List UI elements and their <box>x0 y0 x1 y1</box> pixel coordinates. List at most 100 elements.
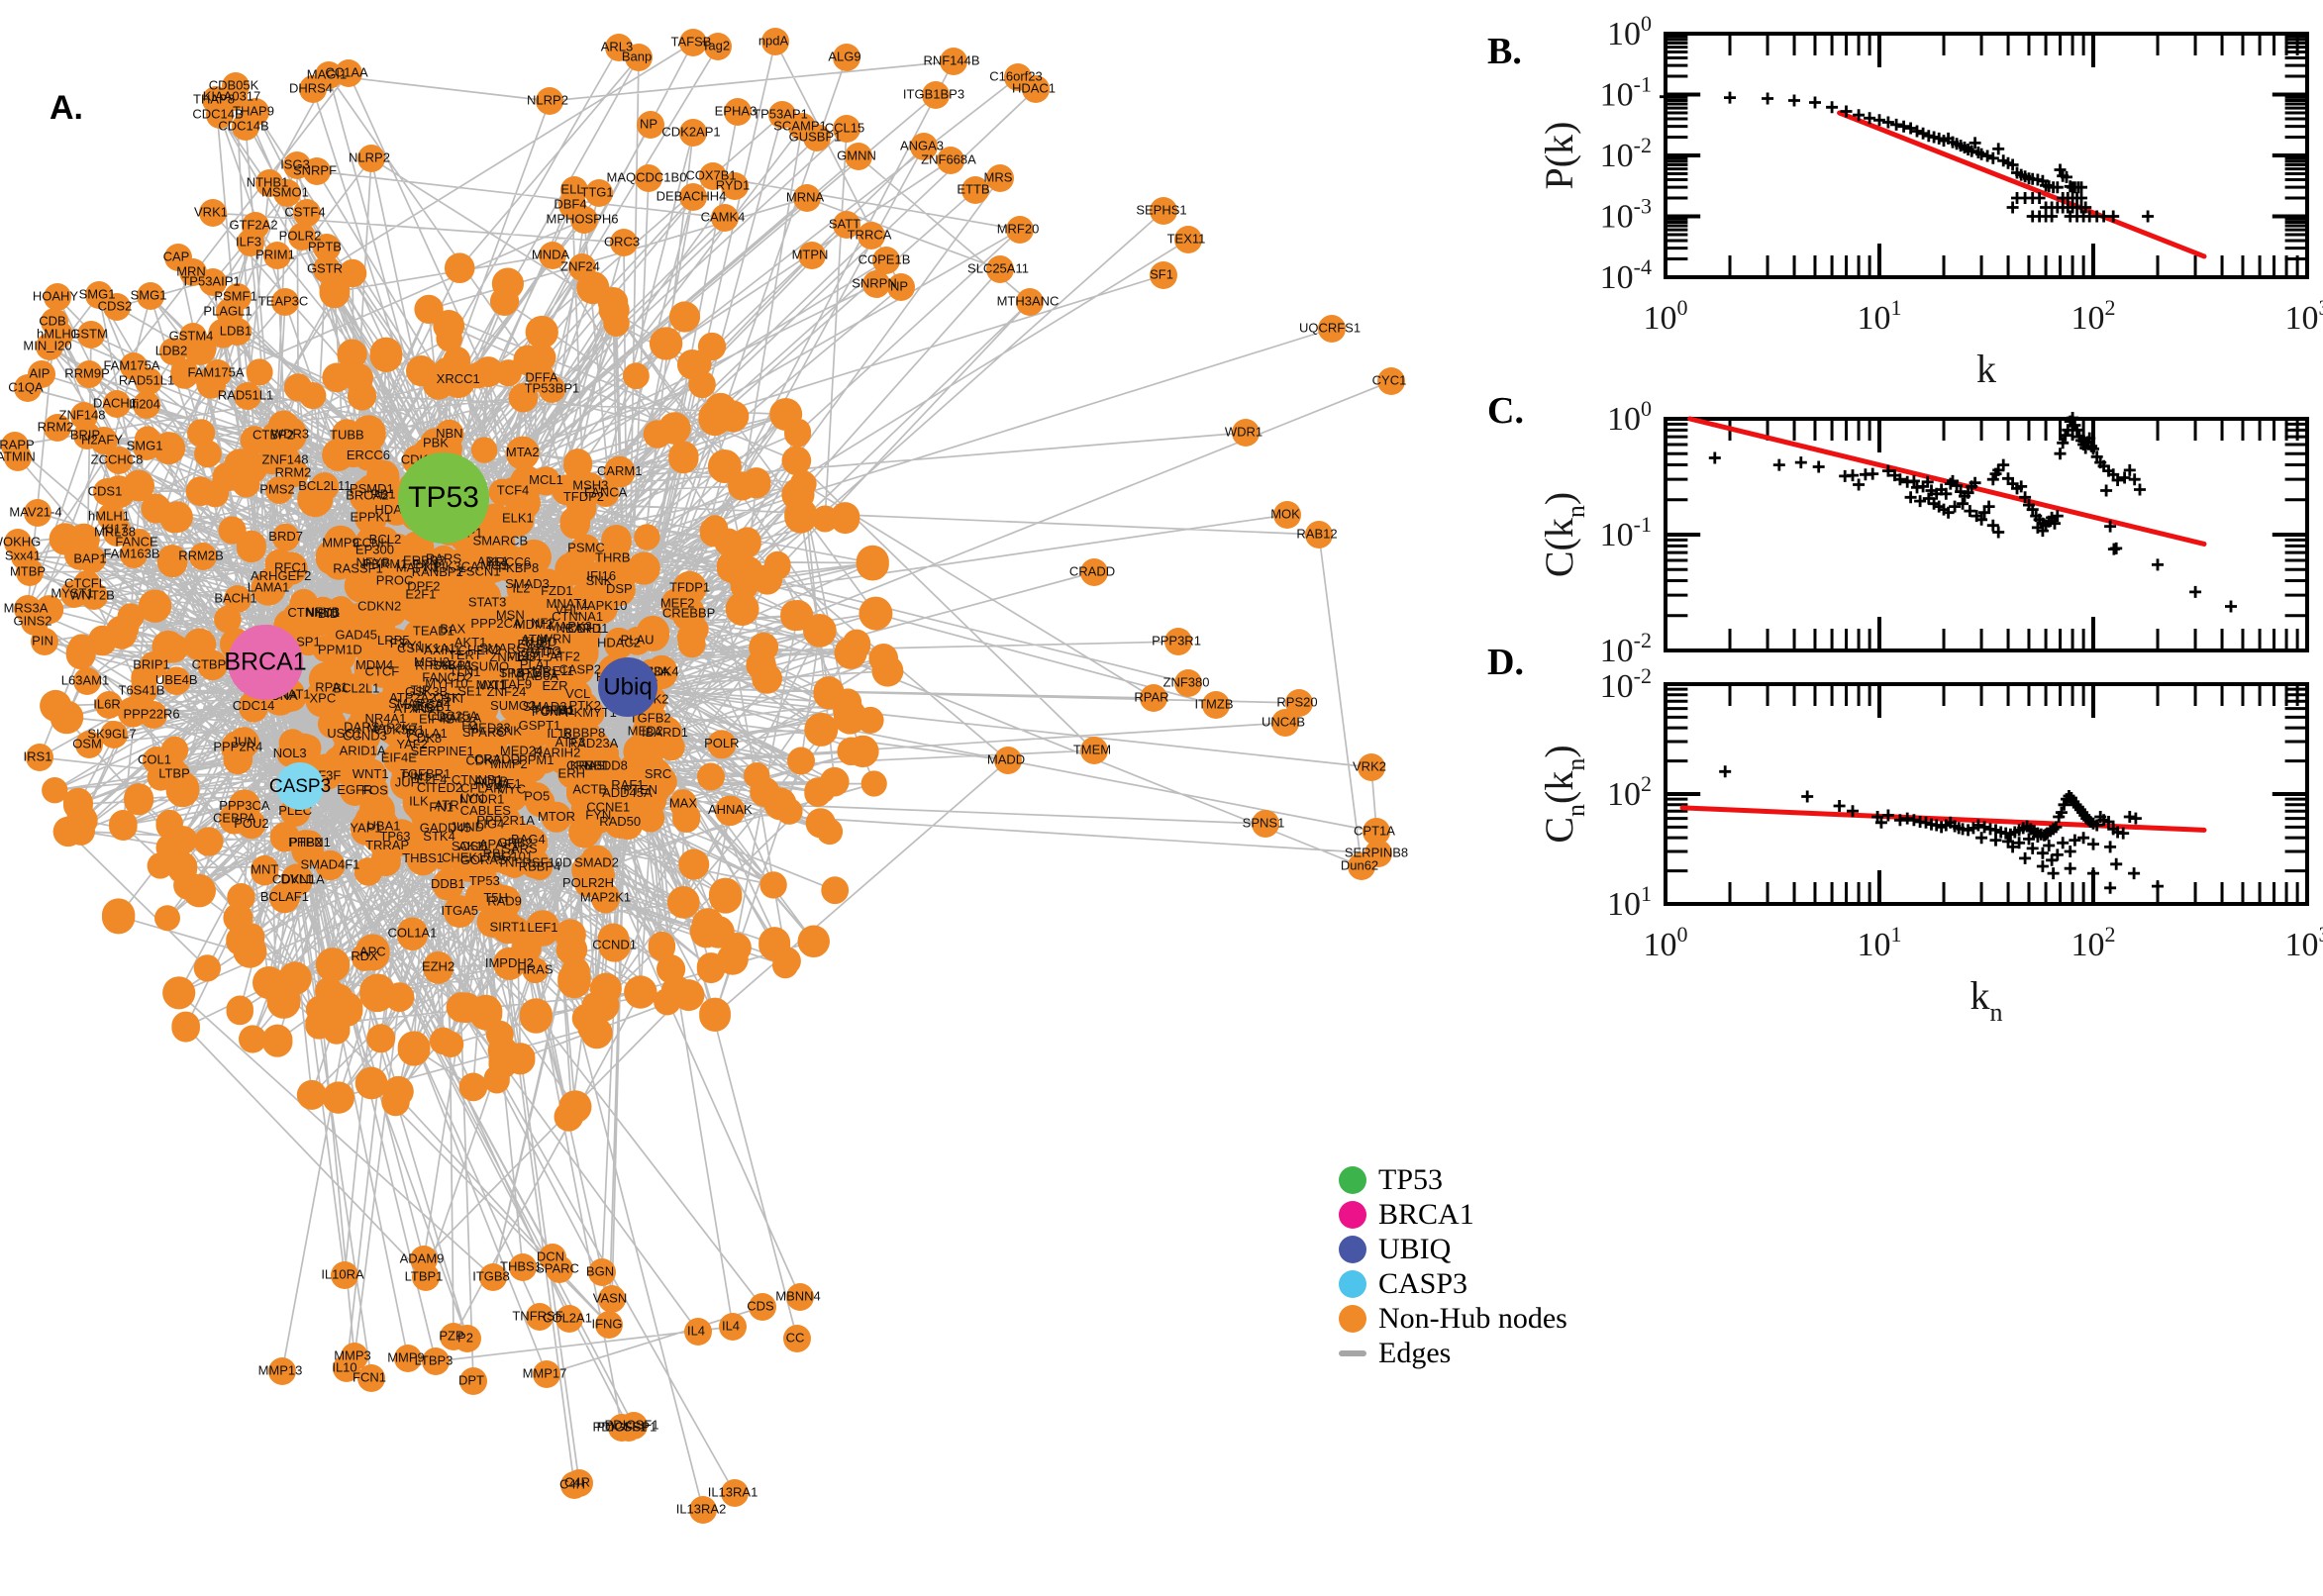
node-label: ALG9 <box>828 49 860 63</box>
node-label: NF2 <box>531 615 556 630</box>
node-label: T6S41B <box>119 682 165 697</box>
node-label: CCNE1 <box>586 800 630 815</box>
node-label: TAF9 <box>501 676 532 691</box>
node-label: ATMIN <box>0 449 36 463</box>
legend-item-label: BRCA1 <box>1378 1197 1474 1231</box>
node-label: MED24 <box>500 743 543 757</box>
node-label: WOKHG <box>0 534 41 549</box>
node-label: FCN1 <box>353 1369 386 1384</box>
x-axis-title: kn <box>1970 973 2003 1027</box>
legend-item-casp3: CASP3 <box>1339 1267 1567 1300</box>
node-label: ORC3 <box>604 234 640 249</box>
node-label: ANGA3 <box>900 138 944 152</box>
node-label: MMP2 <box>490 756 528 771</box>
node-label: CAP <box>163 249 190 263</box>
axis-ticks <box>1664 682 2309 906</box>
node-label: GORAS <box>460 852 507 867</box>
node-label: DCN <box>537 1248 564 1263</box>
node-label: ILF3 <box>236 234 261 249</box>
node-label: IL4 <box>722 1318 740 1333</box>
node-label: MBNN4 <box>775 1288 821 1303</box>
node-label: MED2 <box>628 723 663 738</box>
node-label: APC <box>359 944 386 958</box>
node-label: FANCE <box>115 534 158 549</box>
node-label: ZNF148 <box>59 407 106 422</box>
node-label: HDAC1 <box>1012 80 1056 95</box>
data-points <box>1708 412 2237 613</box>
node-label: DHRS4 <box>289 80 333 95</box>
node-label: TNFRSF10D <box>497 854 571 869</box>
node-label: CDB05K <box>209 77 259 92</box>
node-label: ATF2 <box>550 649 580 664</box>
node-label: RBBP4 <box>519 858 561 873</box>
node-label: NP <box>890 278 908 293</box>
node-label: RAB1A <box>439 711 481 726</box>
node-label: FAM175A <box>103 357 159 372</box>
node-label: DDB1 <box>431 876 465 891</box>
node-label: APAF1 <box>479 837 519 851</box>
legend-item-tp53: TP53 <box>1339 1163 1567 1196</box>
node-label: MRS3A <box>4 600 49 615</box>
hub-node-ubiq[interactable]: Ubiq <box>598 657 657 717</box>
node-label: PSMC <box>567 541 605 555</box>
node-label: SERPINE1 <box>410 744 473 758</box>
node-label: MXI1 <box>476 677 506 692</box>
node-label: T5H <box>483 890 508 905</box>
node-label: TGFB1 <box>533 702 574 717</box>
node-label: PIAS4 <box>403 701 440 716</box>
node-label: PSMF1 <box>214 288 256 303</box>
node-label: PTEN <box>623 782 657 797</box>
network-hub-nodes[interactable]: TP53 BRCA1 Ubiq CASP3 <box>224 452 657 810</box>
node-label: FAM175A <box>187 364 244 379</box>
node-label: PPM1D <box>318 642 362 656</box>
node-label: NCOR1 <box>459 791 505 806</box>
node-label: EZR <box>542 678 567 693</box>
node-label: ILK <box>409 794 429 809</box>
node-label: PDICSF1 <box>593 1419 648 1434</box>
node-label: IL10 <box>332 1359 356 1374</box>
node-label: CDK7 <box>465 752 500 767</box>
node-label: PMS2 <box>259 481 294 496</box>
node-label: MRS <box>984 169 1013 184</box>
node-label: SPARC <box>462 725 506 740</box>
node-label: TP53BP1 <box>525 381 580 396</box>
legend-item-label: UBIQ <box>1378 1232 1452 1265</box>
node-label: SMARCA2 <box>479 641 542 655</box>
non-hub-node[interactable] <box>1 28 1405 1524</box>
node-label: XRCC1 <box>437 371 480 386</box>
node-label: SK9GL7 <box>87 726 136 741</box>
node-label: TP63 <box>379 829 410 844</box>
hub-node-brca1[interactable]: BRCA1 <box>224 625 307 700</box>
node-label: COL2A1 <box>543 1310 592 1325</box>
node-label: JUND <box>450 819 484 834</box>
node-label: C16orf23 <box>989 68 1042 83</box>
node-label: F2 <box>461 718 476 733</box>
node-label: PBRM1 <box>363 556 408 571</box>
node-label: THBS1 <box>500 1258 542 1273</box>
node-label: PRIM1 <box>255 247 295 261</box>
node-label: TEAD1 <box>413 624 454 639</box>
node-label: CEBPA <box>213 810 255 825</box>
hub-node-casp3[interactable]: CASP3 <box>269 762 331 810</box>
node-label: LTBP <box>158 765 190 780</box>
hub-node-tp53[interactable]: TP53 <box>398 452 489 544</box>
node-label: ATF3 <box>556 735 586 749</box>
node-label: DBF4 <box>554 196 586 211</box>
node-label: PCNA <box>532 704 567 719</box>
node-label: ITGB8 <box>472 1268 510 1283</box>
node-label: KI17 <box>102 521 129 536</box>
node-label: MNT <box>251 862 278 877</box>
node-label: BAX <box>440 622 465 637</box>
legend: TP53 BRCA1 UBIQ CASP3 Non-Hub nodes Edges <box>1339 1163 1567 1369</box>
node-label: ZCCHC8 <box>91 451 144 466</box>
node-label: CABLES <box>460 803 512 818</box>
node-label: MYC <box>497 781 526 796</box>
node-label: TFDP1 <box>669 579 710 594</box>
node-label: TIMP1 <box>499 666 537 681</box>
node-label: ARHGEF2 <box>251 568 311 583</box>
node-label: ETTB <box>957 181 989 196</box>
